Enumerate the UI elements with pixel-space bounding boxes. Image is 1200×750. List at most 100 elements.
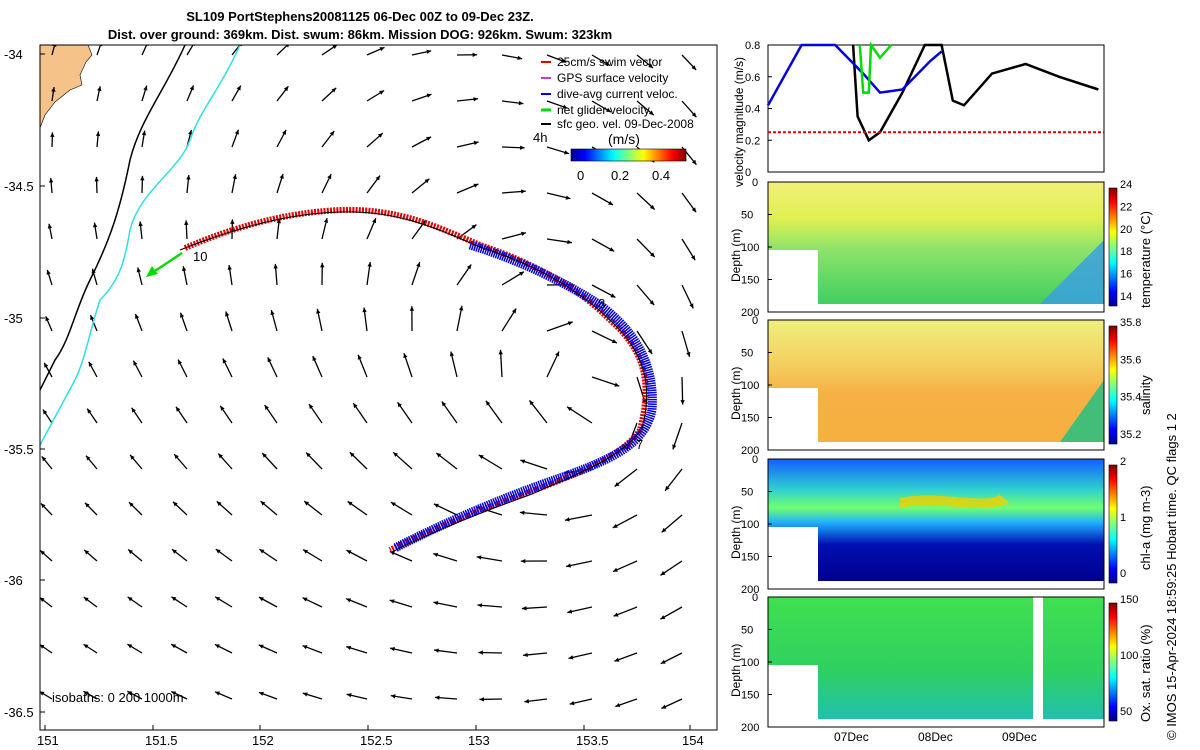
x-tick-07Dec: 07Dec <box>834 730 869 744</box>
depth-tick-label: 200 <box>741 445 759 457</box>
ox-gap <box>768 665 818 727</box>
geo-velocity-arrow <box>184 220 189 240</box>
velocity-y-axis: 0 0.2 0.4 0.6 0.8 <box>745 40 772 179</box>
geo-velocity-arrow <box>660 652 683 665</box>
geo-velocity-arrow <box>92 222 98 240</box>
geo-velocity-arrow <box>366 89 385 102</box>
depth-ylabel: Depth (m) <box>729 644 743 697</box>
geo-velocity-arrow <box>186 45 195 56</box>
depth-tick-label: 100 <box>741 657 759 669</box>
geo-velocity-arrow <box>449 351 458 378</box>
velocity-y-tick-label: 0.2 <box>745 135 760 147</box>
geo-velocity-arrow <box>302 597 323 608</box>
geo-velocity-arrow <box>476 555 503 562</box>
chlorophyll-panel <box>767 458 1105 590</box>
geo-velocity-arrow <box>227 264 233 286</box>
geo-velocity-arrow <box>614 468 638 488</box>
geo-velocity-arrow <box>433 552 458 562</box>
time-scale-label: 4h <box>533 130 547 145</box>
map-x-tick-label: 153 <box>468 733 490 748</box>
geo-velocity-arrow <box>88 361 98 378</box>
geo-velocity-arrow <box>141 45 149 56</box>
depth-tick-label: 150 <box>741 552 759 564</box>
net-glider-velocity-arrow <box>151 251 183 275</box>
geo-velocity-arrow <box>672 422 683 450</box>
geo-velocity-arrow <box>390 694 413 700</box>
geo-velocity-arrow <box>660 560 683 576</box>
geo-velocity-arrow <box>519 510 548 516</box>
geo-velocity-arrow <box>456 97 479 102</box>
velocity-series <box>766 41 1104 143</box>
ox-field <box>768 597 1104 719</box>
colorbar-tick-label: 16 <box>1120 269 1132 281</box>
map-x-tick-label: 151.5 <box>145 733 178 748</box>
velocity-series-line <box>858 41 893 94</box>
geo-velocity-arrow <box>320 262 325 286</box>
geo-velocity-arrow <box>83 549 98 562</box>
temperature-cold-wedge <box>1040 240 1104 304</box>
geo-velocity-arrow <box>349 451 368 470</box>
geo-velocity-arrow <box>312 355 323 378</box>
geo-velocity-arrow <box>170 690 188 700</box>
colorbar-unit-label: (m/s) <box>608 131 640 147</box>
legend-gps-velocity: GPS surface velocity <box>557 71 668 85</box>
temperature-gap <box>768 250 818 312</box>
geo-velocity-arrow <box>389 550 413 562</box>
geo-velocity-arrow <box>411 49 432 56</box>
geo-velocity-arrow <box>47 223 53 240</box>
colorbar-tick-label: 35.4 <box>1120 392 1141 404</box>
geo-velocity-arrow <box>42 409 53 424</box>
geo-velocity-arrow <box>346 549 368 562</box>
geo-velocity-arrow <box>397 401 413 424</box>
map-x-tick-label: 152 <box>252 733 274 748</box>
salinity-gap <box>768 388 818 450</box>
velocity-panel: 0 0.2 0.4 0.6 0.8 velocity magnitude (m/s) <box>732 40 1105 187</box>
depth-tick-label: 150 <box>741 275 759 287</box>
colorbar-tick-label: 100 <box>1120 650 1138 662</box>
swim-vectors <box>183 206 649 553</box>
geo-velocity-arrow <box>546 238 573 245</box>
velocity-series-line <box>851 43 1099 143</box>
temperature-field <box>768 182 1104 304</box>
geo-velocity-arrow <box>132 360 143 378</box>
geo-velocity-arrow <box>95 131 101 148</box>
depth-tick-label: 200 <box>741 722 759 734</box>
profile-colorbar <box>1108 602 1118 722</box>
geo-velocity-arrow <box>303 500 323 516</box>
geo-velocity-arrow <box>501 54 523 61</box>
velocity-y-tick-label: 0.6 <box>745 72 760 84</box>
geo-velocity-arrow <box>214 643 233 654</box>
geo-velocity-arrow <box>389 599 413 608</box>
depth-tick-label: 50 <box>741 625 753 637</box>
velocity-y-tick-label: 0.8 <box>745 40 760 52</box>
geo-velocity-arrow <box>546 321 573 332</box>
geostrophic-vector-field <box>40 45 697 710</box>
depth-tick-label: 100 <box>741 519 759 531</box>
geo-velocity-arrow <box>48 177 54 194</box>
geo-velocity-arrow <box>564 514 593 522</box>
track-line <box>179 211 648 553</box>
geo-velocity-arrow <box>456 264 472 286</box>
track-label-7: 7 <box>636 437 643 452</box>
geo-velocity-arrow <box>51 86 56 102</box>
depth-tick-label: 0 <box>752 177 758 189</box>
geo-velocity-arrow <box>179 312 188 332</box>
depth-tick-label: 150 <box>741 690 759 702</box>
geo-velocity-arrow <box>40 502 53 516</box>
geo-velocity-arrow <box>546 351 560 378</box>
geo-velocity-arrow <box>177 359 188 378</box>
geo-velocity-arrow <box>528 400 548 424</box>
geo-velocity-arrow <box>661 514 683 533</box>
geo-velocity-arrow <box>409 306 415 332</box>
geo-velocity-arrow <box>411 178 430 194</box>
geo-velocity-arrow <box>523 652 548 658</box>
profile-colorbar <box>1108 464 1118 584</box>
x-tick-08Dec: 08Dec <box>918 730 953 744</box>
geo-velocity-arrow <box>591 284 616 299</box>
geo-velocity-arrow <box>569 698 593 706</box>
track-label-10: 10 <box>193 249 207 264</box>
geo-velocity-arrow <box>613 606 638 617</box>
geo-velocity-arrow <box>661 698 683 710</box>
geo-velocity-arrow <box>276 45 289 56</box>
